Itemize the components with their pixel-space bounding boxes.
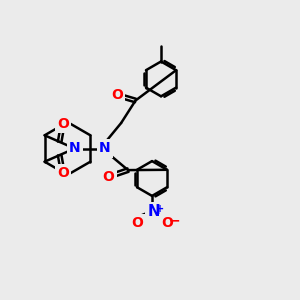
Text: O: O <box>161 216 173 230</box>
Text: +: + <box>156 204 164 214</box>
Text: N: N <box>147 204 160 219</box>
Text: N: N <box>99 142 110 155</box>
Text: −: − <box>169 214 180 228</box>
Text: O: O <box>103 170 115 184</box>
Text: O: O <box>131 216 143 230</box>
Text: N: N <box>69 142 80 155</box>
Text: O: O <box>57 167 69 180</box>
Text: O: O <box>111 88 123 102</box>
Text: O: O <box>57 117 69 130</box>
